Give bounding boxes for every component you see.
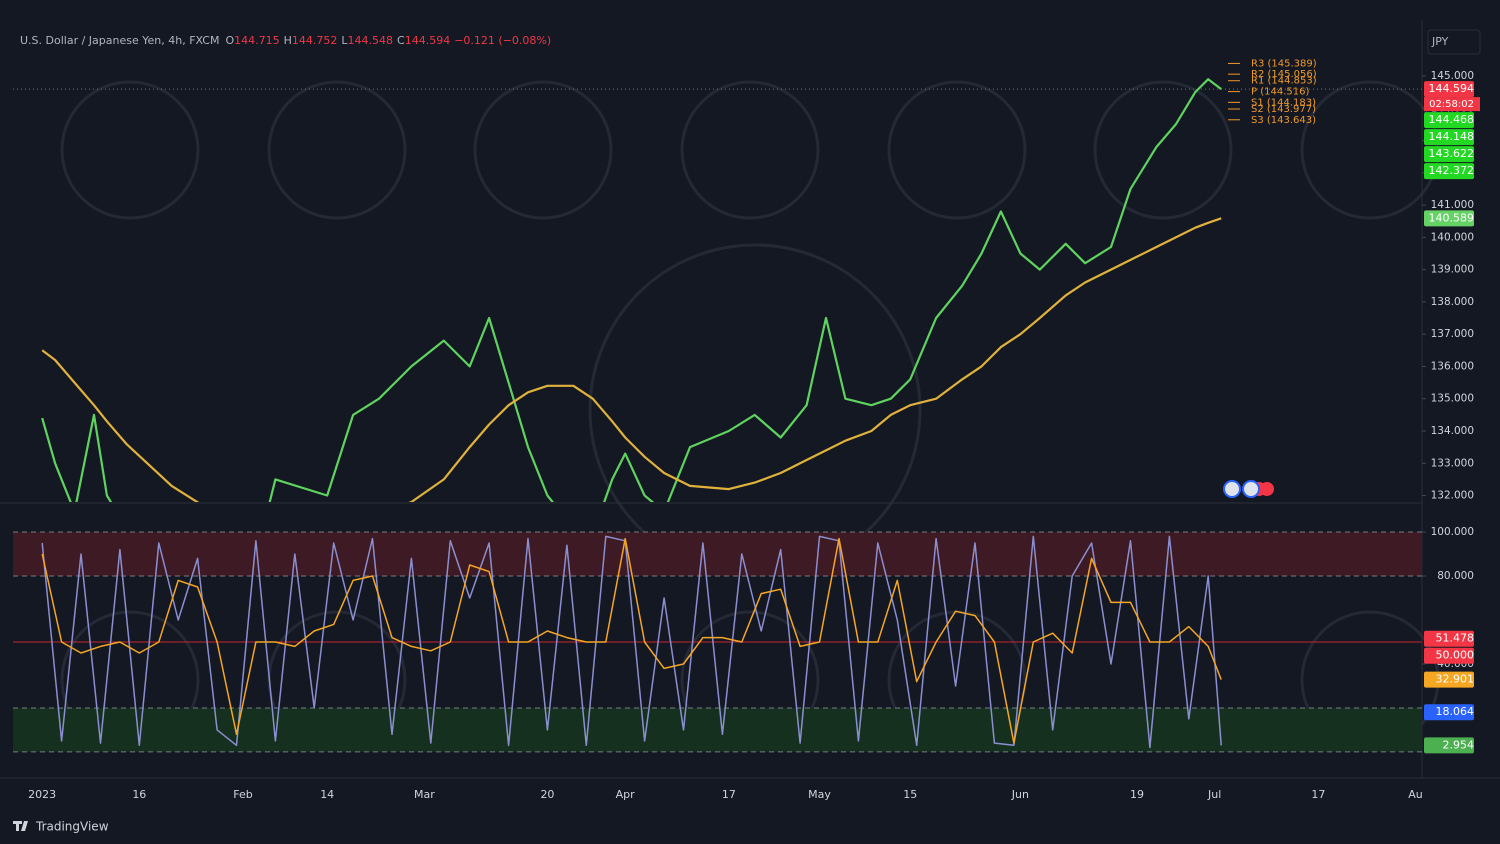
x-tick-label: Apr [616, 788, 636, 801]
y-tick-label: 132.000 [1431, 490, 1474, 502]
badge-bg [1424, 737, 1474, 754]
badge-bg [1424, 210, 1474, 227]
ohlc: O144.715 H144.752 L144.548 C144.594 −0.121 (… [225, 34, 551, 47]
badge: 2.954 [1443, 738, 1475, 751]
x-tick-label: Jun [1011, 788, 1029, 801]
y-tick-label: 145.000 [1431, 70, 1474, 82]
x-tick-label: 15 [903, 788, 917, 801]
x-tick-label: 19 [1130, 788, 1144, 801]
y-tick-label: 135.000 [1431, 393, 1474, 405]
x-tick-label: 14 [320, 788, 334, 801]
pivot-label: S3 (143.643) [1251, 115, 1316, 126]
y-tick-label: 133.000 [1431, 457, 1474, 469]
x-tick-label: Jul [1207, 788, 1221, 801]
badge-bg [1424, 630, 1474, 647]
ohlc-open: 144.715 [234, 34, 280, 47]
ohlc-close: 144.594 [405, 34, 451, 47]
pivot-label: R3 (145.389) [1251, 58, 1317, 69]
y-tick-label: 141.000 [1431, 199, 1474, 211]
pane [13, 78, 1422, 502]
x-tick-label: 17 [722, 788, 736, 801]
badge: 144.468 [1429, 113, 1475, 126]
events [1223, 480, 1274, 498]
countdown: 02:58:02 [1429, 99, 1474, 110]
ohlc-low: 144.548 [348, 34, 394, 47]
series-line [41, 535, 1222, 749]
y-tick-label: 138.000 [1431, 296, 1474, 308]
y-tick-label: 136.000 [1431, 360, 1474, 372]
currency[interactable]: JPY [1431, 35, 1449, 48]
y-tick-label: 80.000 [1437, 570, 1474, 582]
band [13, 707, 1422, 752]
brand: TradingView [35, 820, 109, 834]
x-tick-label: Feb [233, 788, 252, 801]
series-line [41, 217, 1222, 502]
symbol: U.S. Dollar / Japanese Yen, 4h, FXCM [20, 34, 219, 47]
badge-bg [1424, 129, 1474, 146]
badge: 140.589 [1429, 211, 1475, 224]
badge: 50.000 [1436, 649, 1475, 662]
badge: 144.148 [1429, 130, 1475, 143]
ohlc-l: L [341, 34, 348, 47]
ohlc-high: 144.752 [292, 34, 338, 47]
ohlc-change: −0.121 (−0.08%) [454, 34, 551, 47]
badge-bg [1424, 647, 1474, 664]
badge: 18.064 [1436, 705, 1475, 718]
y-tick-label: 100.000 [1431, 526, 1474, 538]
ohlc-c: C [397, 34, 405, 47]
brand-logo [13, 821, 28, 831]
x-tick-label: Mar [414, 788, 435, 801]
badge: 32.901 [1436, 673, 1475, 686]
pivot-label: R1 (144.853) [1251, 76, 1317, 87]
last-price: 144.594 [1429, 82, 1475, 95]
ohlc-o: O [225, 34, 234, 47]
y-tick-label: 140.000 [1431, 231, 1474, 243]
x-tick-label: 17 [1311, 788, 1325, 801]
y-tick-label: 137.000 [1431, 328, 1474, 340]
badge: 142.372 [1429, 164, 1475, 177]
badge-bg [1424, 146, 1474, 163]
x-tick-label: 20 [540, 788, 554, 801]
badge-bg [1424, 671, 1474, 688]
badge-bg [1424, 163, 1474, 180]
ohlc-h: H [284, 34, 292, 47]
countdown-bg [1424, 97, 1480, 112]
badge-bg [1424, 704, 1474, 721]
x-tick-label: 2023 [28, 788, 56, 801]
pivot-label: P (144.516) [1251, 87, 1309, 98]
y-tick-label: 134.000 [1431, 425, 1474, 437]
y-tick-label: 139.000 [1431, 264, 1474, 276]
badge: 143.622 [1429, 147, 1475, 160]
band [13, 532, 1422, 577]
pivot-label: S2 (143.977) [1251, 104, 1316, 115]
pivot-label: R2 (145.056) [1251, 69, 1317, 80]
badge-bg [1424, 112, 1474, 129]
x-tick-label: 16 [132, 788, 146, 801]
currency-button[interactable] [1427, 29, 1481, 55]
x-tick-label: Au [1408, 788, 1423, 801]
x-tick-label: May [808, 788, 831, 801]
series-line [41, 537, 1222, 744]
pivot-label: S1 (144.183) [1251, 97, 1316, 108]
pane [13, 531, 1422, 753]
badge: 51.478 [1436, 632, 1475, 645]
last-price-bg [1424, 81, 1474, 98]
